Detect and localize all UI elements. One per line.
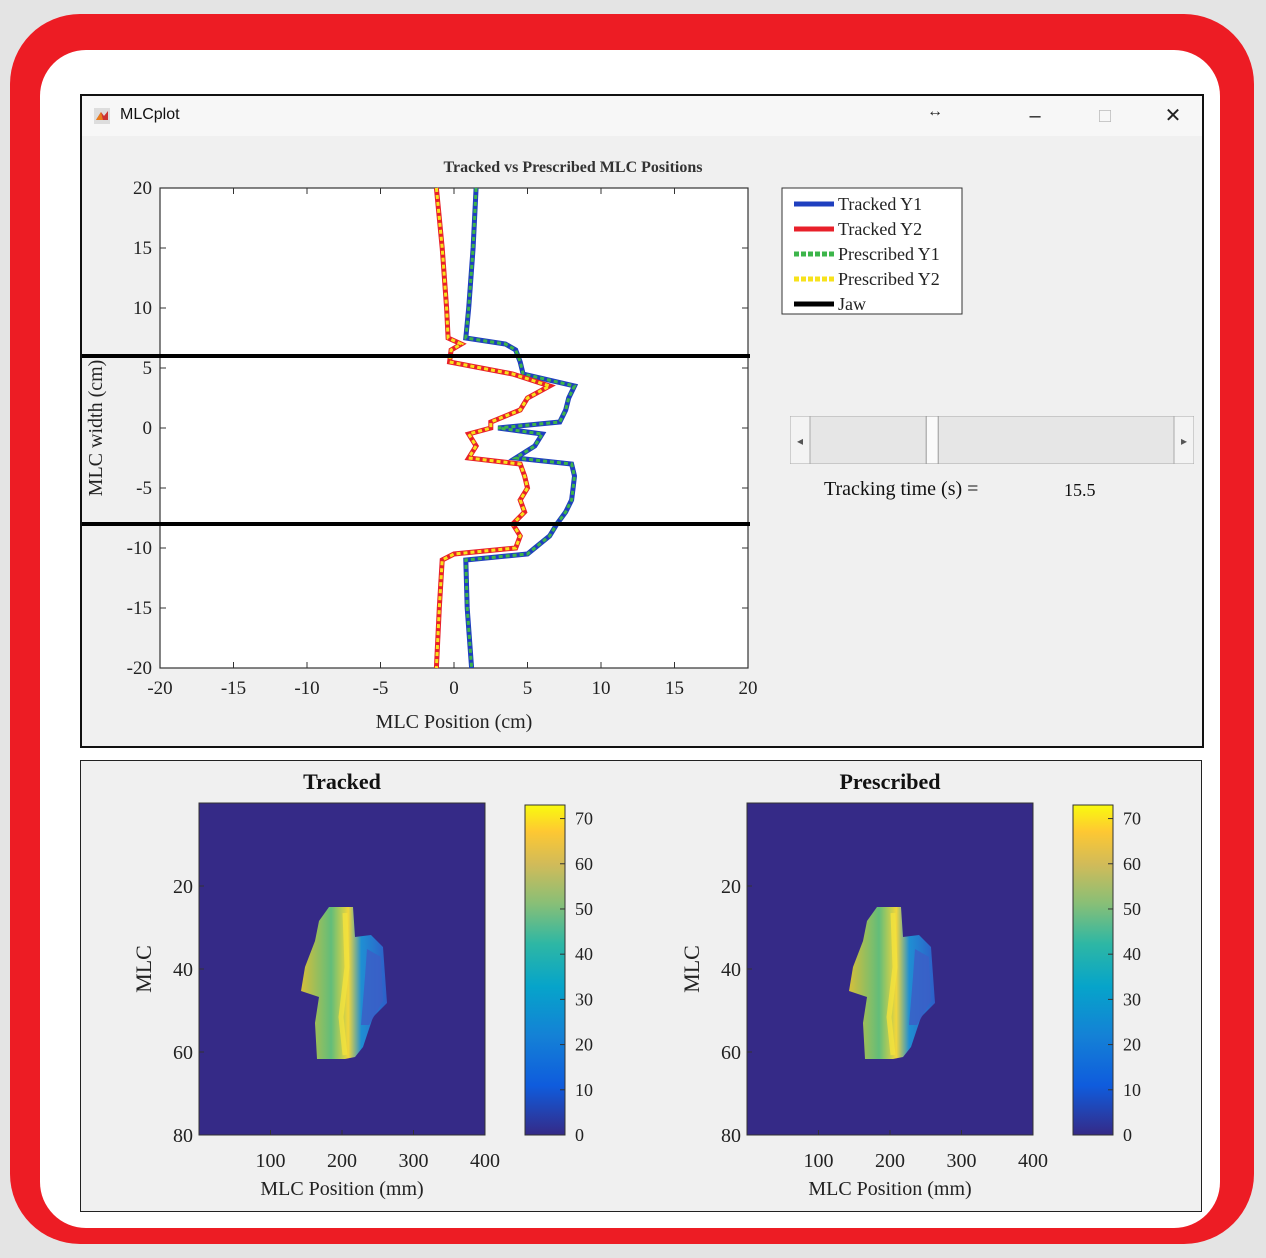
y-tick-label: 20 bbox=[721, 876, 741, 898]
y-tick-label: 5 bbox=[143, 358, 153, 379]
x-tick-label: 20 bbox=[739, 678, 758, 699]
y-tick-label: 40 bbox=[173, 959, 193, 981]
colorbar-tick-label: 0 bbox=[1123, 1125, 1132, 1145]
close-button[interactable]: ✕ bbox=[1164, 105, 1182, 127]
colorbar-tick-label: 0 bbox=[575, 1125, 584, 1145]
y-tick-label: 60 bbox=[721, 1042, 741, 1064]
y-tick-label: 15 bbox=[133, 238, 152, 259]
window-title: MLCplot bbox=[120, 106, 180, 123]
y-tick-label: 20 bbox=[133, 178, 152, 199]
legend: Tracked Y1 Tracked Y2 Prescribed Y1 Prescri… bbox=[781, 187, 963, 315]
slider-thumb[interactable] bbox=[925, 415, 939, 465]
y-tick-label: -5 bbox=[136, 478, 152, 499]
x-tick-label: 10 bbox=[592, 678, 611, 699]
x-tick-label: 200 bbox=[875, 1150, 905, 1172]
x-tick-label: 5 bbox=[523, 678, 533, 699]
heatmap-highdose-ridge bbox=[886, 912, 898, 1056]
x-axis-label: MLC Position (mm) bbox=[808, 1178, 971, 1200]
x-tick-label: 300 bbox=[399, 1150, 429, 1172]
heatmap-highdose-ridge bbox=[338, 912, 350, 1056]
y-tick-label: 40 bbox=[721, 959, 741, 981]
y-tick-label: 80 bbox=[721, 1125, 741, 1147]
x-tick-label: 100 bbox=[804, 1150, 834, 1172]
y-tick-label: 10 bbox=[133, 298, 152, 319]
colorbar-tick-label: 50 bbox=[1123, 899, 1141, 919]
y-tick-label: 80 bbox=[173, 1125, 193, 1147]
legend-item: Jaw bbox=[838, 294, 866, 314]
x-tick-label: -10 bbox=[294, 678, 319, 699]
y-tick-label: 0 bbox=[143, 418, 153, 439]
x-tick-label: 15 bbox=[665, 678, 684, 699]
y-tick-label: 20 bbox=[173, 876, 193, 898]
x-tick-label: -15 bbox=[221, 678, 246, 699]
colorbar-tick-label: 30 bbox=[1123, 989, 1141, 1009]
x-axis-label: MLC Position (mm) bbox=[260, 1178, 423, 1200]
tracking-time-slider[interactable]: ◂ ▸ bbox=[789, 415, 1195, 465]
slider-right-arrow-icon: ▸ bbox=[1181, 434, 1187, 448]
colorbar-tick-label: 20 bbox=[575, 1035, 593, 1055]
chart-title: Tracked vs Prescribed MLC Positions bbox=[444, 159, 703, 176]
x-tick-label: 400 bbox=[1018, 1150, 1048, 1172]
y-tick-label: 60 bbox=[173, 1042, 193, 1064]
x-tick-label: -20 bbox=[147, 678, 172, 699]
maximize-button[interactable]: □ bbox=[1098, 105, 1112, 127]
colorbar bbox=[1072, 804, 1114, 1136]
colorbar-tick-label: 20 bbox=[1123, 1035, 1141, 1055]
colorbar bbox=[524, 804, 566, 1136]
colorbar-tick-label: 70 bbox=[1123, 809, 1141, 829]
heatmap-lowdose-region bbox=[361, 949, 383, 1025]
colorbar-tick-label: 10 bbox=[575, 1080, 593, 1100]
x-tick-label: 0 bbox=[449, 678, 459, 699]
y-axis-label: MLC width (cm) bbox=[85, 360, 107, 497]
colorbar-tick-label: 60 bbox=[575, 854, 593, 874]
colorbar-tick-label: 40 bbox=[1123, 944, 1141, 964]
y-tick-label: -20 bbox=[127, 658, 152, 679]
legend-item: Tracked Y2 bbox=[838, 219, 922, 239]
legend-item: Prescribed Y1 bbox=[838, 244, 940, 264]
title-bar[interactable]: MLCplot ↔ – □ ✕ bbox=[82, 96, 1202, 136]
minimize-button[interactable]: – bbox=[1029, 105, 1041, 127]
heatmap-lowdose-region bbox=[909, 949, 931, 1025]
series-line-prescribed-overlay bbox=[464, 187, 577, 669]
slider-left-arrow-icon: ◂ bbox=[797, 434, 803, 448]
resize-icon[interactable]: ↔ bbox=[927, 103, 943, 120]
y-axis-label: MLC bbox=[679, 945, 704, 993]
x-tick-label: 100 bbox=[256, 1150, 286, 1172]
y-tick-label: -10 bbox=[127, 538, 152, 559]
colorbar-tick-label: 70 bbox=[575, 809, 593, 829]
x-axis-label: MLC Position (cm) bbox=[376, 711, 533, 733]
tracking-time-label: Tracking time (s) = bbox=[824, 478, 979, 500]
colorbar-tick-label: 60 bbox=[1123, 854, 1141, 874]
series-line-prescribed-overlay bbox=[434, 187, 554, 669]
x-tick-label: -5 bbox=[373, 678, 389, 699]
x-tick-label: 300 bbox=[947, 1150, 977, 1172]
matlab-icon bbox=[94, 108, 110, 124]
plot-area bbox=[159, 187, 749, 669]
x-tick-label: 200 bbox=[327, 1150, 357, 1172]
colorbar-tick-label: 50 bbox=[575, 899, 593, 919]
x-tick-label: 400 bbox=[470, 1150, 500, 1172]
mlcplot-window: MLCplot ↔ – □ ✕ Tracked vs Prescribed ML… bbox=[80, 94, 1204, 748]
legend-item: Prescribed Y2 bbox=[838, 269, 940, 289]
colorbar-tick-label: 30 bbox=[575, 989, 593, 1009]
mlc-positions-chart: Tracked vs Prescribed MLC Positions -20-… bbox=[82, 159, 963, 733]
colorbar-tick-label: 10 bbox=[1123, 1080, 1141, 1100]
heatmap-panel: Tracked 20 40 60 80 100 200 300 400 MLC Position … bbox=[80, 760, 1202, 1212]
heatmap-title: Tracked bbox=[303, 769, 381, 794]
heatmap-title: Prescribed bbox=[839, 769, 940, 794]
legend-item: Tracked Y1 bbox=[838, 194, 922, 214]
y-tick-label: -15 bbox=[127, 598, 152, 619]
colorbar-tick-label: 40 bbox=[575, 944, 593, 964]
tracking-time-value: 15.5 bbox=[1064, 480, 1096, 500]
y-axis-label: MLC bbox=[131, 945, 156, 993]
